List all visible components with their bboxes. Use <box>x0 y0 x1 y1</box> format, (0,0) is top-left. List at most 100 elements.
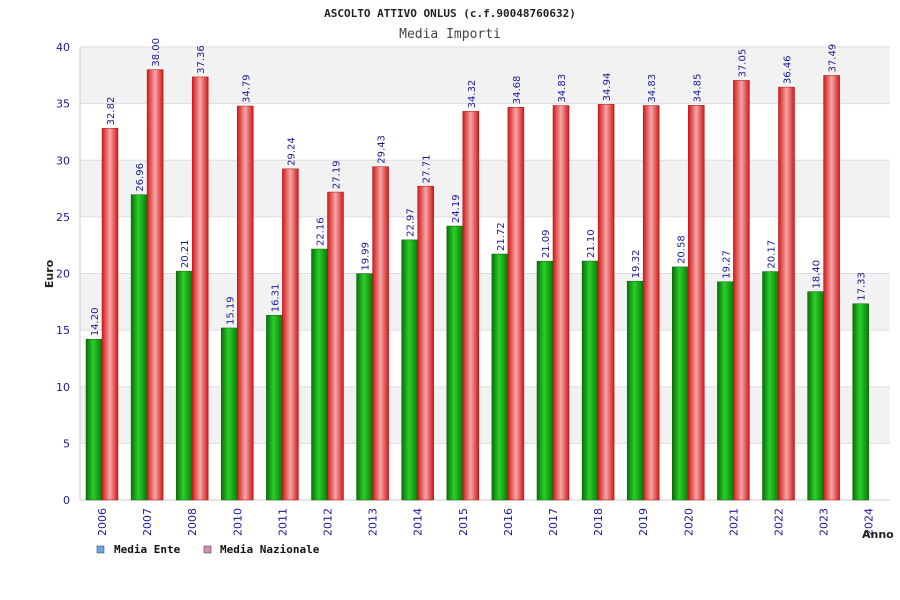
data-label: 34.94 <box>602 73 613 102</box>
bar-media-nazionale <box>642 105 660 501</box>
x-tick-label: 2010 <box>231 508 244 536</box>
x-tick-label: 2007 <box>141 508 154 536</box>
data-label: 17.33 <box>857 272 868 301</box>
data-label: 37.49 <box>828 44 839 73</box>
plot-band <box>80 103 890 161</box>
chart-title: ASCOLTO ATTIVO ONLUS (c.f.90048760632) <box>324 7 576 20</box>
y-tick-label: 40 <box>56 41 70 54</box>
bar-media-ente <box>401 239 418 501</box>
plot-band <box>80 330 890 387</box>
legend-swatch-media-nazionale <box>203 545 212 554</box>
bar-media-ente <box>356 273 373 501</box>
data-label: 24.19 <box>451 194 462 223</box>
data-label: 29.24 <box>286 137 297 166</box>
x-tick-label: 2023 <box>818 508 831 536</box>
bars <box>85 69 869 501</box>
bar-media-ente <box>852 303 869 501</box>
bar-media-nazionale <box>552 105 570 501</box>
bar-media-ente <box>175 270 193 501</box>
bar-media-ente <box>626 280 644 501</box>
y-tick-label: 25 <box>56 211 70 224</box>
y-tick-label: 20 <box>56 268 70 281</box>
bar-media-nazionale <box>101 128 119 501</box>
bar-media-nazionale <box>191 76 209 501</box>
data-label: 18.40 <box>812 260 823 289</box>
bar-media-ente <box>581 260 599 501</box>
x-axis-label: Anno <box>862 528 894 541</box>
bar-media-ente <box>85 338 103 501</box>
y-tick-label: 15 <box>56 324 70 337</box>
bar-media-ente <box>672 266 689 501</box>
data-label: 37.05 <box>737 49 748 78</box>
bar-media-ente <box>491 253 509 501</box>
y-tick-label: 35 <box>56 98 70 111</box>
data-label: 19.32 <box>631 250 642 279</box>
data-label: 21.09 <box>541 230 552 259</box>
data-label: 14.20 <box>90 308 101 337</box>
data-label: 20.17 <box>767 240 778 269</box>
x-tick-label: 2015 <box>457 508 470 536</box>
x-tick-label: 2024 <box>863 508 876 536</box>
bar-media-nazionale <box>507 106 525 501</box>
data-label: 22.16 <box>316 217 327 246</box>
x-tick-label: 2008 <box>186 508 199 536</box>
data-label: 26.96 <box>135 163 146 192</box>
bar-media-nazionale <box>462 111 480 501</box>
plot-band <box>80 216 890 274</box>
plot-band <box>80 160 890 217</box>
data-label: 29.43 <box>377 135 388 164</box>
y-tick-label: 10 <box>56 381 70 394</box>
data-label: 34.32 <box>467 80 478 109</box>
data-label: 21.72 <box>496 222 507 251</box>
legend: Media Ente Media Nazionale <box>96 543 320 556</box>
y-tick-label: 5 <box>63 437 70 450</box>
grid-lines <box>79 46 890 501</box>
x-tick-label: 2019 <box>637 508 650 536</box>
data-label: 37.36 <box>196 45 207 74</box>
legend-label-media-ente: Media Ente <box>114 543 181 556</box>
x-tick-label: 2014 <box>412 508 425 536</box>
data-label: 20.21 <box>180 239 191 268</box>
bar-media-ente <box>807 291 824 501</box>
data-label: 34.68 <box>512 76 523 105</box>
bar-media-nazionale <box>733 80 750 501</box>
bar-media-nazionale <box>417 185 434 501</box>
x-tick-label: 2013 <box>367 508 380 536</box>
bar-media-ente <box>221 327 238 501</box>
data-label: 19.99 <box>361 242 372 271</box>
bar-media-ente <box>266 315 283 501</box>
bar-media-ente <box>717 281 734 501</box>
data-label: 27.71 <box>422 155 433 184</box>
data-label: 36.46 <box>783 55 794 84</box>
bar-media-nazionale <box>146 69 164 501</box>
y-axis-label: Euro <box>43 259 56 288</box>
x-tick-label: 2006 <box>96 508 109 536</box>
bar-media-ente <box>536 260 554 501</box>
plot-band <box>80 273 890 331</box>
x-tick-label: 2021 <box>727 508 740 536</box>
y-axis-ticks: 0 5 10 15 20 25 30 35 40 <box>56 41 70 507</box>
data-label: 34.83 <box>557 74 568 103</box>
data-label: 16.31 <box>270 284 281 313</box>
data-label: 19.27 <box>721 250 732 279</box>
bar-media-ente <box>311 248 328 501</box>
y-tick-label: 0 <box>63 494 70 507</box>
data-label: 22.97 <box>406 208 417 237</box>
x-axis-ticks: 2006 2007 2008 2010 2011 2012 2013 2014 2015 2016… <box>96 508 876 536</box>
x-tick-label: 2016 <box>502 508 515 536</box>
data-label: 21.10 <box>586 229 597 258</box>
plot-band <box>80 443 890 500</box>
bar-media-ente <box>762 271 779 501</box>
data-label: 32.82 <box>106 97 117 126</box>
data-label: 34.83 <box>647 74 658 103</box>
x-tick-label: 2017 <box>547 508 560 536</box>
bar-media-nazionale <box>688 105 705 501</box>
data-label: 34.85 <box>692 74 703 103</box>
bar-media-nazionale <box>282 168 299 501</box>
y-tick-label: 30 <box>56 154 70 167</box>
x-tick-label: 2018 <box>592 508 605 536</box>
data-label: 20.58 <box>676 235 687 264</box>
bar-media-nazionale <box>237 105 254 501</box>
bar-media-ente <box>130 194 148 501</box>
